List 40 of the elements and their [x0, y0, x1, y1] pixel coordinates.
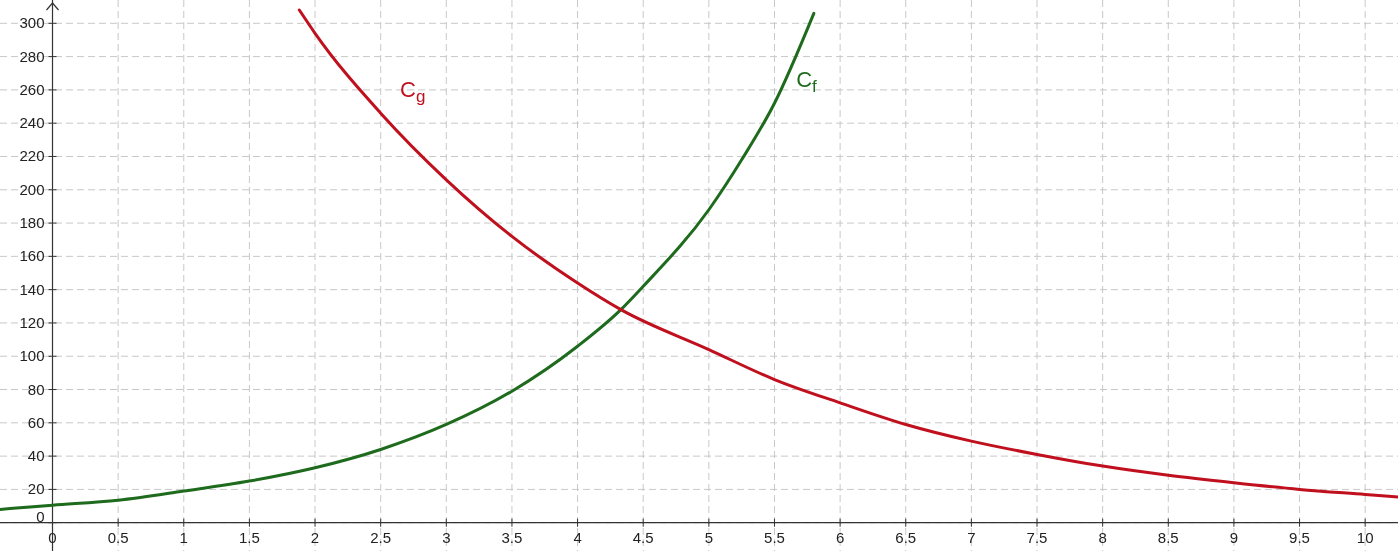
y-tick-label: 300 [19, 14, 45, 32]
y-tick-label: 0 [36, 507, 45, 525]
y-tick-label: 260 [19, 80, 45, 98]
y-tick-label: 240 [19, 114, 45, 132]
y-tick-label: 40 [27, 447, 45, 465]
x-tick-label: 10 [1356, 528, 1374, 546]
x-tick-label: 3 [442, 528, 451, 546]
x-tick-label: 8.5 [1157, 528, 1179, 546]
y-tick-label: 160 [19, 247, 45, 265]
x-tick-label: 4 [573, 528, 582, 546]
y-tick-label: 200 [19, 180, 45, 198]
annotation: C$_{f}$ [796, 67, 818, 97]
x-tick-label: 5.5 [764, 528, 785, 546]
y-tick-label: 20 [27, 480, 45, 498]
y-tick-label: 120 [19, 313, 45, 331]
x-tick-label: 5 [704, 528, 714, 546]
x-tick-label: 6 [835, 528, 845, 546]
x-tick-label: 3.5 [501, 528, 523, 546]
y-tick-label: 280 [19, 47, 45, 65]
x-tick-label: 4.5 [632, 528, 654, 546]
y-tick-label: 100 [19, 347, 45, 365]
x-tick-label: 0.5 [107, 528, 129, 546]
line-series [0, 11, 816, 511]
x-tick-label: 1.5 [238, 528, 260, 546]
x-tick-label: 7 [967, 528, 976, 546]
x-tick-label: 9.5 [1289, 528, 1310, 546]
y-tick-label: 180 [19, 214, 45, 232]
y-tick-label: 60 [27, 413, 45, 431]
x-tick-label: 2.5 [370, 528, 392, 546]
x-tick-label: 1 [179, 528, 188, 546]
y-tick-label: 220 [19, 147, 45, 165]
line-series [297, 8, 1398, 499]
x-tick-label: 2 [310, 528, 320, 546]
y-tick-label: 80 [27, 380, 45, 398]
x-tick-label: 8 [1098, 528, 1107, 546]
x-tick-label: 6.5 [895, 528, 917, 546]
y-tick-label: 140 [19, 280, 45, 298]
x-tick-label: 9 [1229, 528, 1239, 546]
annotation: C$_{g}$ [400, 77, 426, 107]
x-tick-label: 7.5 [1026, 528, 1048, 546]
